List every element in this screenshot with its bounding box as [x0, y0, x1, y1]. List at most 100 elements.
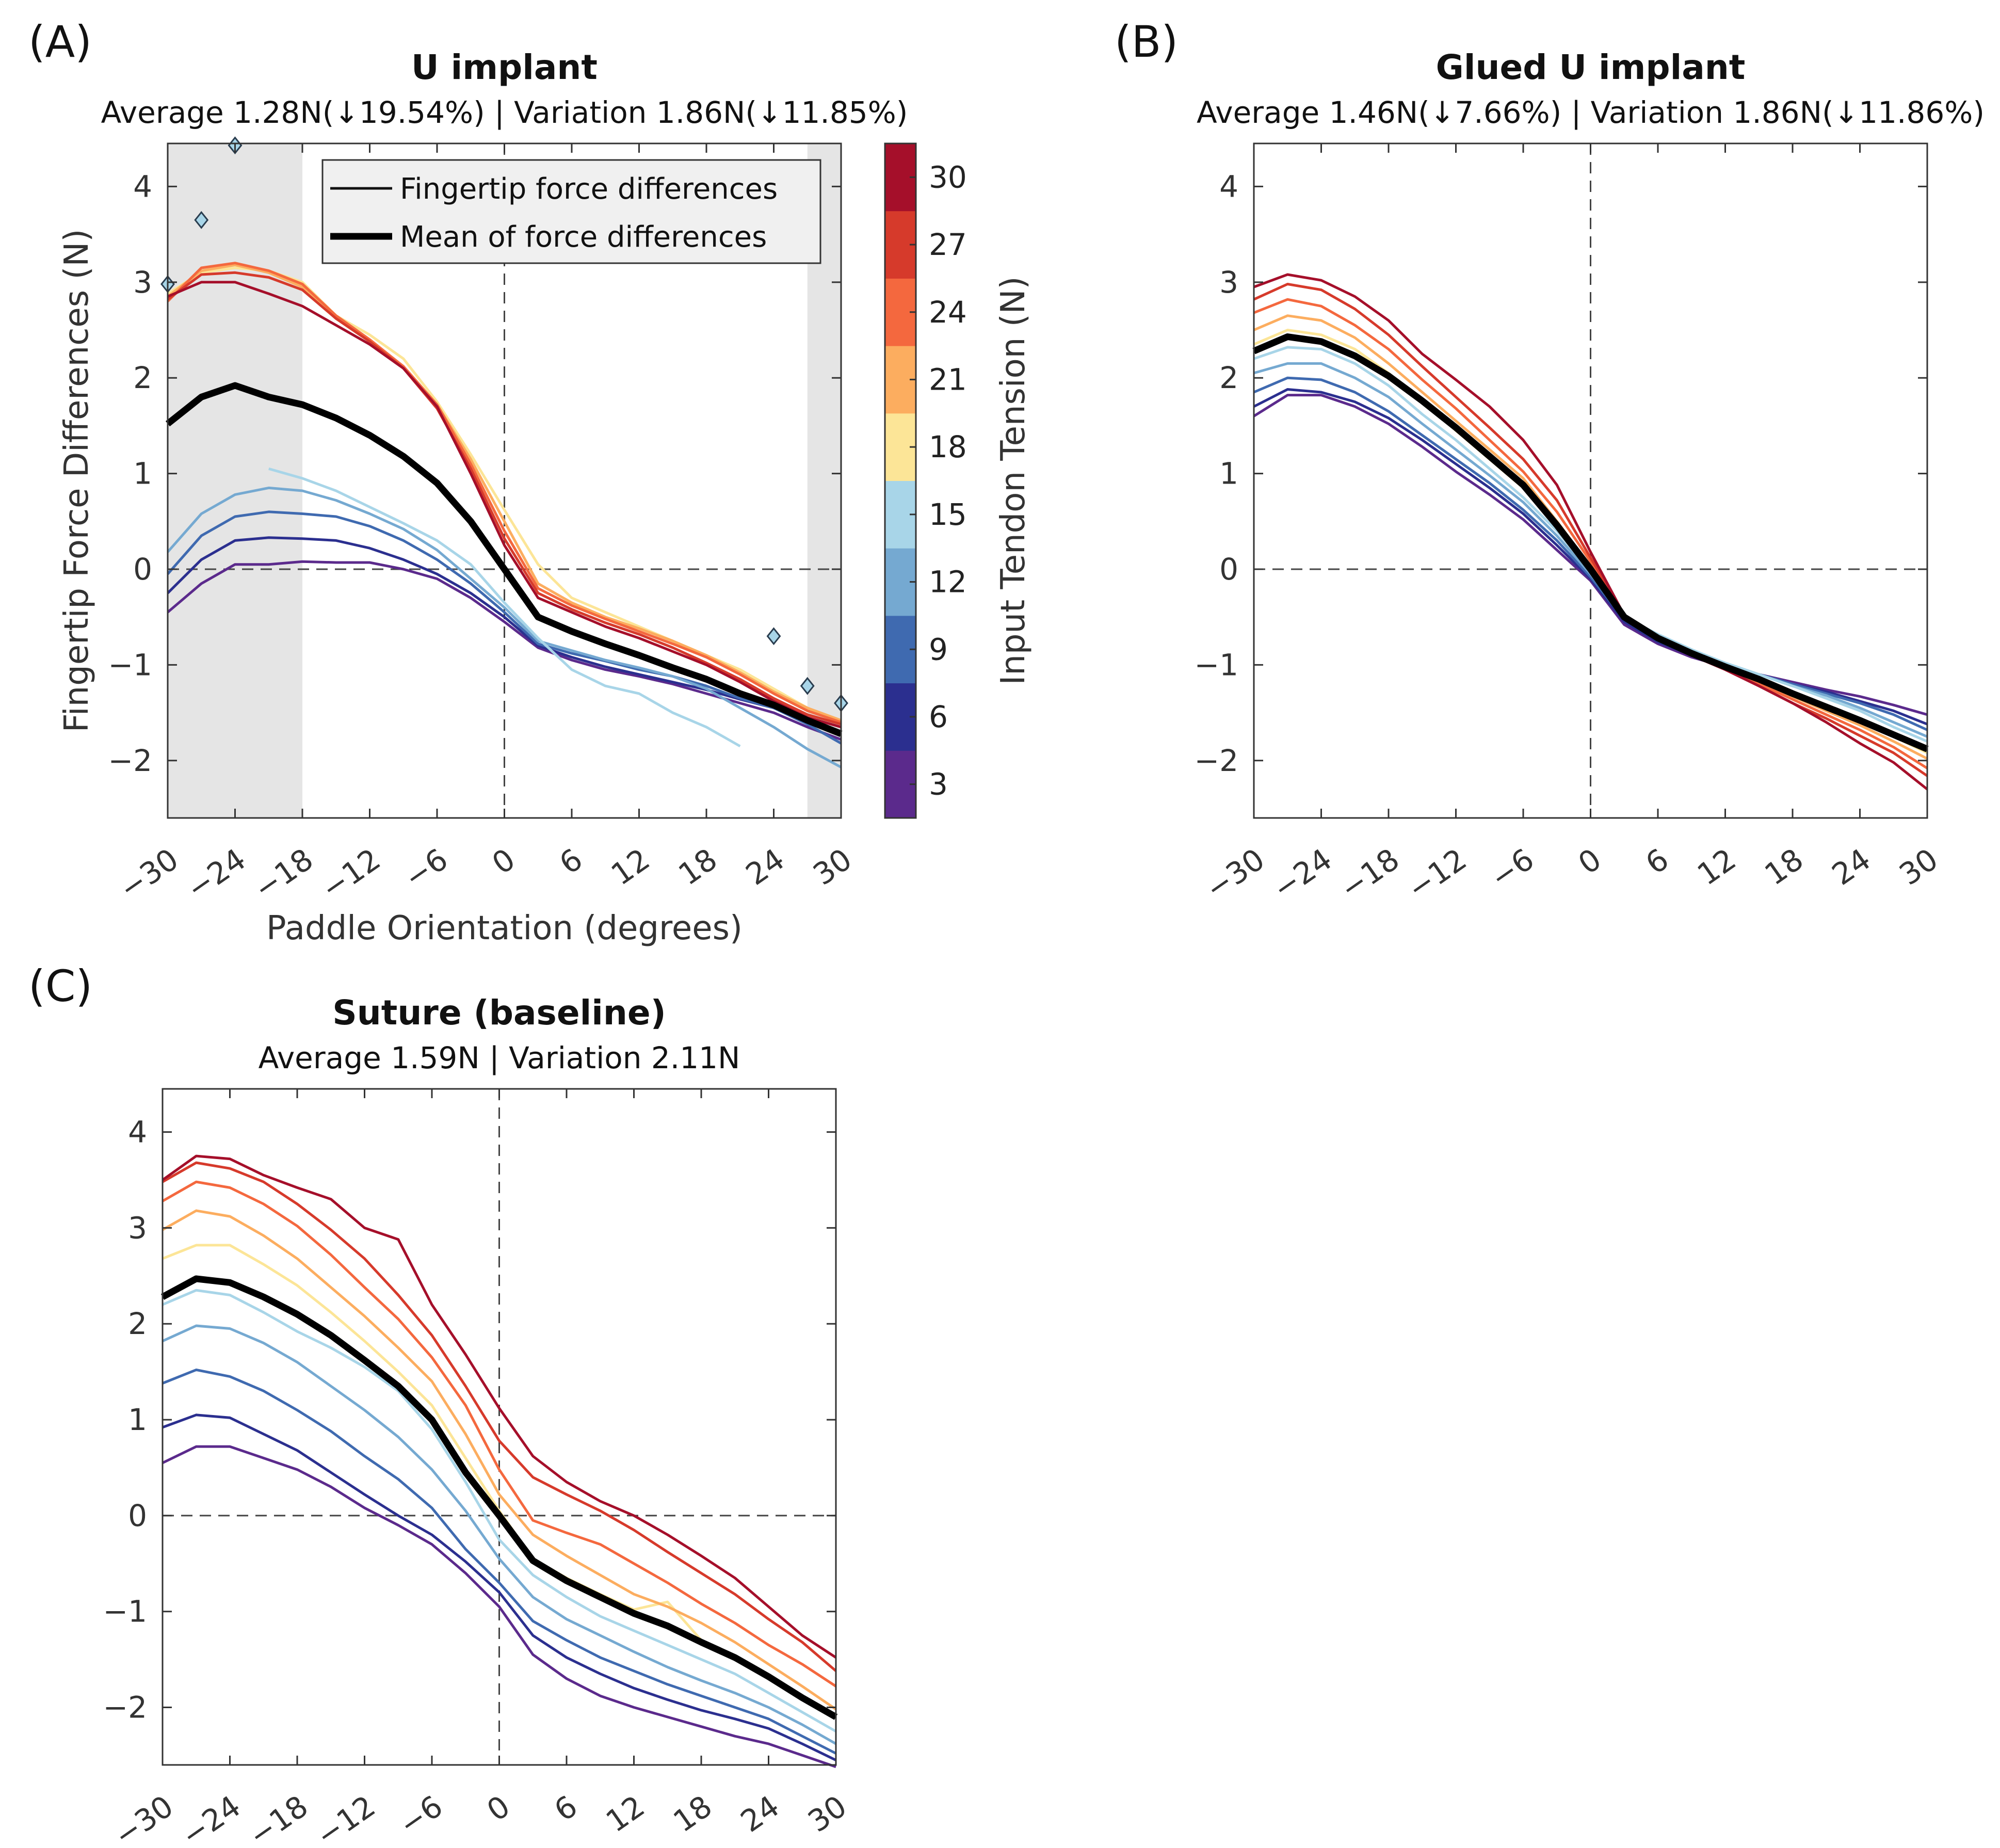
y-tick-label: 2 [133, 360, 152, 395]
y-tick-label: 3 [1219, 265, 1238, 300]
y-tick-label: −1 [1195, 647, 1239, 682]
y-tick-label: 0 [1219, 552, 1238, 587]
y-tick-label: 1 [128, 1402, 147, 1437]
series-line-24N [167, 262, 842, 724]
x-axis-label: Paddle Orientation (degrees) [266, 909, 743, 947]
chart-title: Glued U implant [1436, 47, 1746, 87]
x-tick-label: 12 [1691, 842, 1742, 892]
colorbar-tick-label: 24 [929, 295, 967, 330]
colorbar-tick-label: 27 [929, 227, 967, 262]
x-tick-label: 12 [605, 842, 656, 892]
legend-thin-label: Fingertip force differences [400, 172, 778, 206]
outlier-marker [800, 677, 815, 695]
series-line-6N [162, 1413, 837, 1761]
colorbar-tick-label: 30 [929, 159, 967, 195]
x-tick-label: 24 [1826, 842, 1877, 892]
y-tick-label: 4 [128, 1115, 147, 1150]
panel-letter: (A) [28, 17, 92, 67]
panel-letter: (B) [1115, 17, 1178, 67]
series-line-15N [268, 467, 741, 748]
series-line-6N [167, 536, 842, 735]
x-tick-label: −18 [243, 1789, 314, 1848]
colorbar-tick-label: 9 [929, 632, 948, 667]
x-tick-label: −24 [1266, 842, 1338, 907]
x-tick-label: −30 [1199, 842, 1271, 907]
y-tick-label: 0 [133, 552, 152, 587]
x-tick-label: 12 [600, 1789, 651, 1839]
y-tick-label: 0 [128, 1498, 147, 1533]
x-tick-label: 6 [548, 1789, 584, 1828]
x-tick-label: 18 [667, 1789, 718, 1839]
x-tick-label: 0 [486, 842, 521, 881]
mean-line [165, 382, 843, 737]
series-line-3N [162, 1445, 836, 1769]
panel-c-chart: (C) Suture (baseline) Average 1.59N | Vari… [28, 961, 853, 1848]
y-tick-label: 3 [133, 265, 152, 300]
series-line-12N [162, 1324, 837, 1745]
x-tick-label: 24 [734, 1789, 785, 1839]
x-tick-label: 30 [802, 1789, 853, 1839]
x-tick-label: 6 [553, 842, 589, 881]
series-line-12N [167, 486, 842, 768]
chart-title: U implant [411, 47, 598, 87]
y-tick-label: −1 [103, 1594, 148, 1629]
colorbar-tick-label: 12 [929, 565, 967, 600]
x-tick-label: 0 [480, 1789, 516, 1828]
chart-subtitle: Average 1.46N(↓7.66%) | Variation 1.86N(… [1197, 95, 1985, 130]
panel-letter: (C) [28, 961, 92, 1011]
x-tick-label: 18 [1759, 842, 1810, 892]
x-tick-label: 18 [672, 842, 723, 892]
y-tick-label: 2 [1219, 360, 1238, 395]
series-line-24N [162, 1180, 837, 1688]
y-tick-label: 1 [1219, 456, 1238, 491]
legend-box [321, 159, 821, 264]
shaded-region [168, 143, 302, 818]
series-line-30N [162, 1154, 837, 1659]
y-tick-label: 2 [128, 1306, 147, 1341]
y-tick-label: 4 [133, 169, 152, 204]
x-tick-label: 30 [807, 842, 858, 892]
x-tick-label: −18 [248, 842, 319, 907]
x-tick-label: −6 [398, 842, 454, 896]
x-tick-label: −12 [1401, 842, 1473, 907]
y-tick-label: −2 [108, 743, 153, 778]
y-tick-label: 4 [1219, 169, 1238, 204]
colorbar-tick-label: 18 [929, 429, 967, 464]
x-tick-label: −12 [310, 1789, 381, 1848]
panel-a-chart: (A) U implant Average 1.28N(↓19.54%) | Var… [28, 17, 908, 947]
y-tick-label: −2 [1195, 743, 1239, 778]
chart-subtitle: Average 1.28N(↓19.54%) | Variation 1.86N… [101, 95, 908, 130]
outlier-marker [766, 627, 781, 646]
x-tick-label: −24 [180, 842, 252, 907]
series-line-27N [1253, 283, 1928, 777]
x-tick-label: 30 [1893, 842, 1944, 892]
series-line-3N [167, 560, 842, 741]
colorbar-tick-label: 21 [929, 362, 967, 397]
series-line-21N [162, 1209, 837, 1711]
x-tick-label: −6 [1484, 842, 1540, 896]
x-tick-label: 6 [1639, 842, 1675, 881]
series-line-30N [1253, 273, 1928, 791]
series-line-21N [167, 263, 842, 722]
chart-title: Suture (baseline) [332, 993, 666, 1033]
mean-line [1252, 333, 1929, 752]
legend: Fingertip force differences Mean of force… [321, 159, 821, 264]
mean-line [160, 1275, 838, 1720]
y-tick-label: −2 [103, 1690, 148, 1725]
y-axis-label: Fingertip Force Differences (N) [58, 229, 96, 733]
series-line-27N [162, 1161, 837, 1672]
x-tick-label: 24 [739, 842, 791, 892]
y-tick-label: 3 [128, 1210, 147, 1245]
x-tick-label: 0 [1572, 842, 1607, 881]
panel-b-chart: (B) Glued U implant Average 1.46N(↓7.66%) … [1115, 17, 1985, 907]
series-line-9N [162, 1368, 837, 1755]
x-tick-label: −30 [113, 842, 185, 907]
chart-subtitle: Average 1.59N | Variation 2.11N [259, 1040, 740, 1075]
y-tick-label: 1 [133, 456, 152, 491]
series-line-27N [167, 271, 842, 726]
series-line-30N [167, 281, 842, 729]
series-line-15N [162, 1289, 837, 1733]
x-tick-label: −30 [108, 1789, 180, 1848]
x-tick-label: −24 [175, 1789, 247, 1848]
